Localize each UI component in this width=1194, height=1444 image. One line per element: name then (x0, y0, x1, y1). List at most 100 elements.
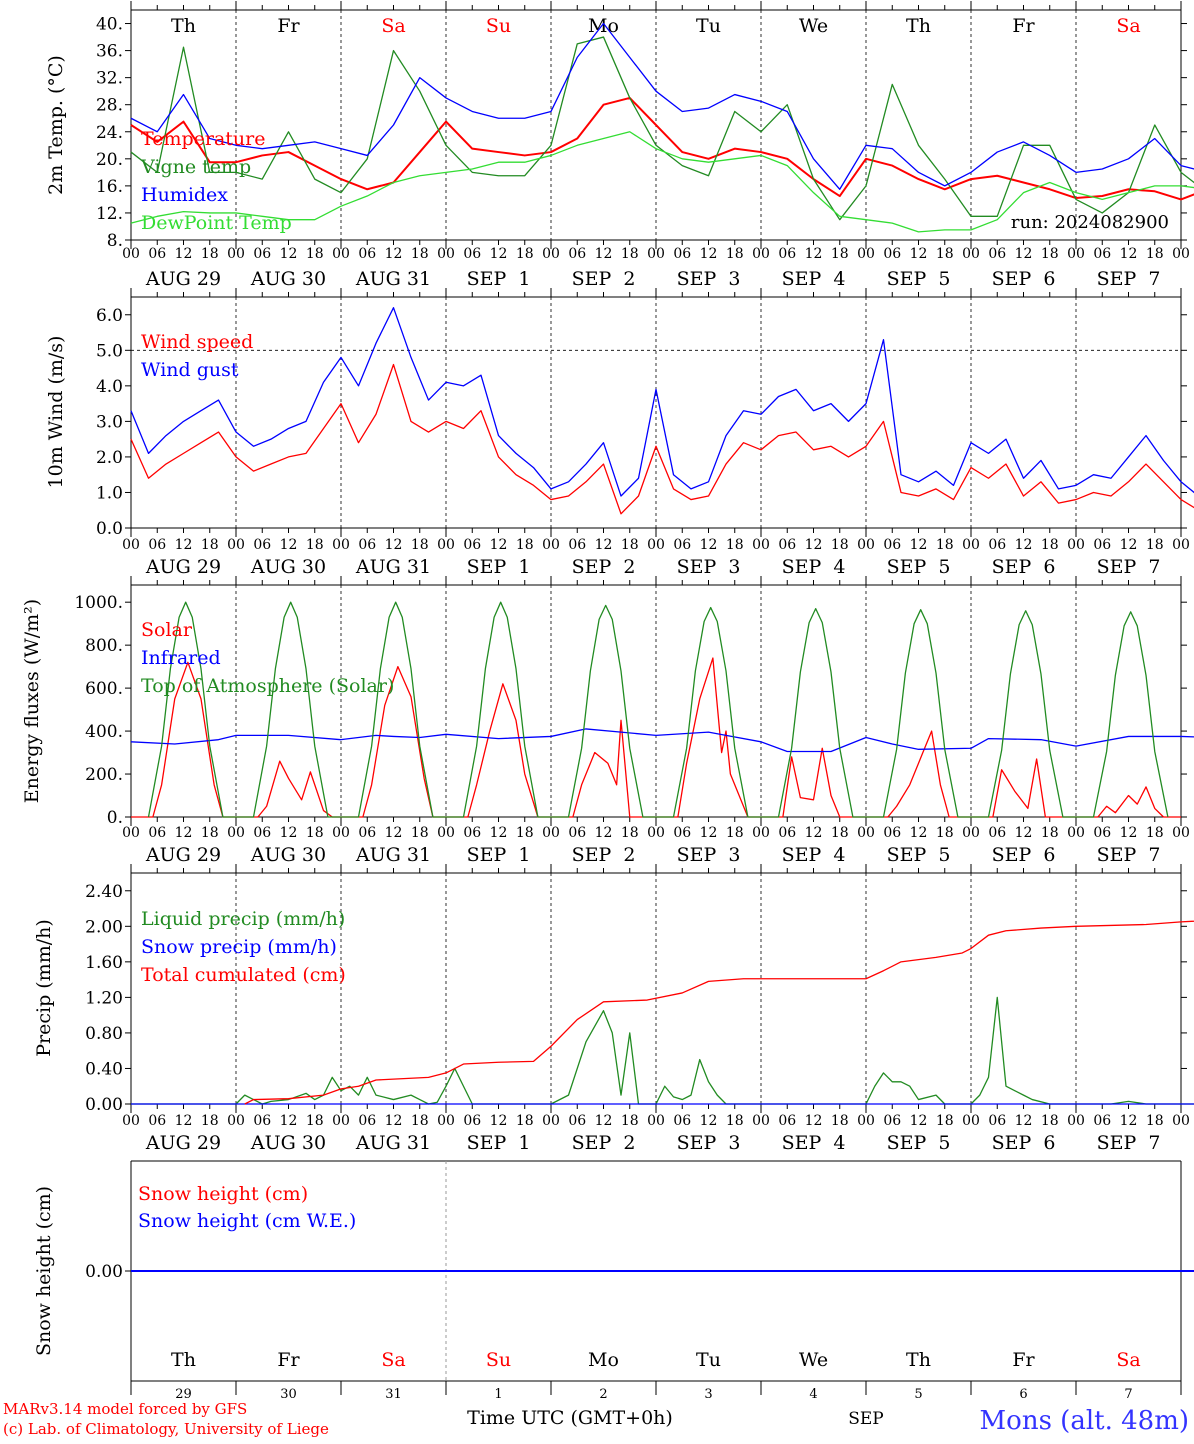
hour-label: 06 (568, 537, 586, 553)
date-label: AUG 31 (355, 844, 431, 866)
y-tick-label: 0. (107, 808, 123, 828)
date-label: SEP 3 (677, 844, 741, 866)
weekday-label: Sa (381, 15, 405, 37)
y-tick-label: 1.0 (96, 483, 123, 503)
series-line-wind-speed (130, 363, 1194, 515)
hour-label: 18 (1146, 1113, 1164, 1129)
hour-label: 00 (752, 1113, 770, 1129)
hour-label: 06 (148, 246, 166, 262)
weekday-label: Th (906, 1349, 931, 1371)
hour-label: 18 (726, 537, 744, 553)
date-label: AUG 30 (250, 556, 326, 578)
panel-2: 0.0 1.0 2.0 3.0 4.0 5.0 6.0 00 06 12 18 00 06 12 18 00 0… (45, 288, 1194, 578)
y-tick-label: 0.00 (85, 1095, 123, 1115)
legend-entry: Total cumulated (cm) (141, 964, 346, 986)
hour-label: 18 (831, 825, 849, 841)
hour-label: 06 (1093, 537, 1111, 553)
credit-line-1: MARv3.14 model forced by GFS (3, 1400, 247, 1418)
y-tick-label: 0.00 (85, 1262, 123, 1282)
hour-label: 12 (1015, 1113, 1033, 1129)
hour-label: 18 (1146, 537, 1164, 553)
hour-label: 00 (332, 1113, 350, 1129)
series-line-wind-gust (130, 307, 1194, 497)
hour-label: 18 (201, 1113, 219, 1129)
hour-label: 12 (595, 1113, 613, 1129)
hour-label: 06 (358, 537, 376, 553)
hour-label: 18 (1146, 825, 1164, 841)
hour-label: 06 (253, 537, 271, 553)
hour-label: 00 (332, 825, 350, 841)
hour-label: 18 (516, 537, 534, 553)
hour-label: 18 (201, 246, 219, 262)
hour-label: 00 (857, 825, 875, 841)
hour-label: 18 (936, 246, 954, 262)
hour-label: 12 (805, 825, 823, 841)
hour-label: 00 (647, 825, 665, 841)
hour-label: 12 (490, 246, 508, 262)
hour-label: 18 (1041, 537, 1059, 553)
hour-label: 18 (1041, 246, 1059, 262)
weekday-label: Sa (1116, 1349, 1140, 1371)
y-tick-label: 0.80 (85, 1024, 123, 1044)
hour-label: 12 (385, 537, 403, 553)
hour-label: 06 (988, 246, 1006, 262)
hour-label: 18 (516, 825, 534, 841)
date-label: AUG 29 (145, 556, 221, 578)
hour-label: 00 (1067, 537, 1085, 553)
hour-label: 06 (463, 825, 481, 841)
date-label: AUG 31 (355, 556, 431, 578)
series-line-dewpoint-temp (130, 131, 1194, 233)
hour-label: 06 (148, 1113, 166, 1129)
hour-label: 12 (700, 825, 718, 841)
y-tick-label: 1.20 (85, 988, 123, 1008)
hour-label: 06 (1093, 825, 1111, 841)
hour-label: 00 (122, 825, 140, 841)
date-label: SEP 6 (992, 268, 1056, 290)
hour-label: 12 (910, 825, 928, 841)
y-tick-label: 24. (96, 123, 123, 143)
day-number-label: 1 (494, 1387, 502, 1402)
weekday-label: Su (486, 1349, 511, 1371)
hour-label: 12 (1015, 246, 1033, 262)
hour-label: 00 (332, 537, 350, 553)
date-label: SEP 7 (1097, 1132, 1161, 1154)
y-tick-label: 1000. (74, 593, 123, 613)
series-line-infrared (130, 728, 1194, 753)
time-axis-label: Time UTC (GMT+0h) (467, 1407, 673, 1429)
hour-label: 00 (647, 246, 665, 262)
hour-label: 12 (805, 246, 823, 262)
hour-label: 12 (385, 246, 403, 262)
series-line-top-of-atmosphere-solar (147, 601, 1169, 818)
y-tick-label: 800. (85, 636, 123, 656)
date-label: SEP 1 (467, 268, 531, 290)
hour-label: 18 (1146, 246, 1164, 262)
weekday-label: Th (171, 15, 196, 37)
y-tick-label: 28. (96, 96, 123, 116)
hour-label: 06 (778, 537, 796, 553)
y-tick-label: 600. (85, 679, 123, 699)
hour-label: 12 (595, 825, 613, 841)
hour-label: 00 (437, 246, 455, 262)
y-tick-label: 2.0 (96, 448, 123, 468)
hour-label: 12 (490, 1113, 508, 1129)
legend-entry: Wind gust (141, 359, 239, 381)
hour-label: 18 (306, 246, 324, 262)
hour-label: 12 (385, 825, 403, 841)
day-number-label: 2 (599, 1387, 607, 1402)
hour-label: 00 (122, 537, 140, 553)
hour-label: 18 (1041, 1113, 1059, 1129)
weekday-label: Mo (588, 15, 619, 37)
day-number-label: 30 (280, 1387, 297, 1402)
hour-label: 12 (385, 1113, 403, 1129)
hour-label: 00 (437, 1113, 455, 1129)
hour-label: 00 (1172, 1113, 1190, 1129)
y-tick-label: 8. (107, 231, 123, 251)
legend-entry: Solar (141, 619, 193, 641)
hour-label: 12 (280, 537, 298, 553)
hour-label: 12 (175, 246, 193, 262)
weekday-label: Fr (1012, 1349, 1035, 1371)
series-line-humidex (130, 22, 1194, 190)
hour-label: 12 (175, 1113, 193, 1129)
hour-label: 12 (490, 825, 508, 841)
